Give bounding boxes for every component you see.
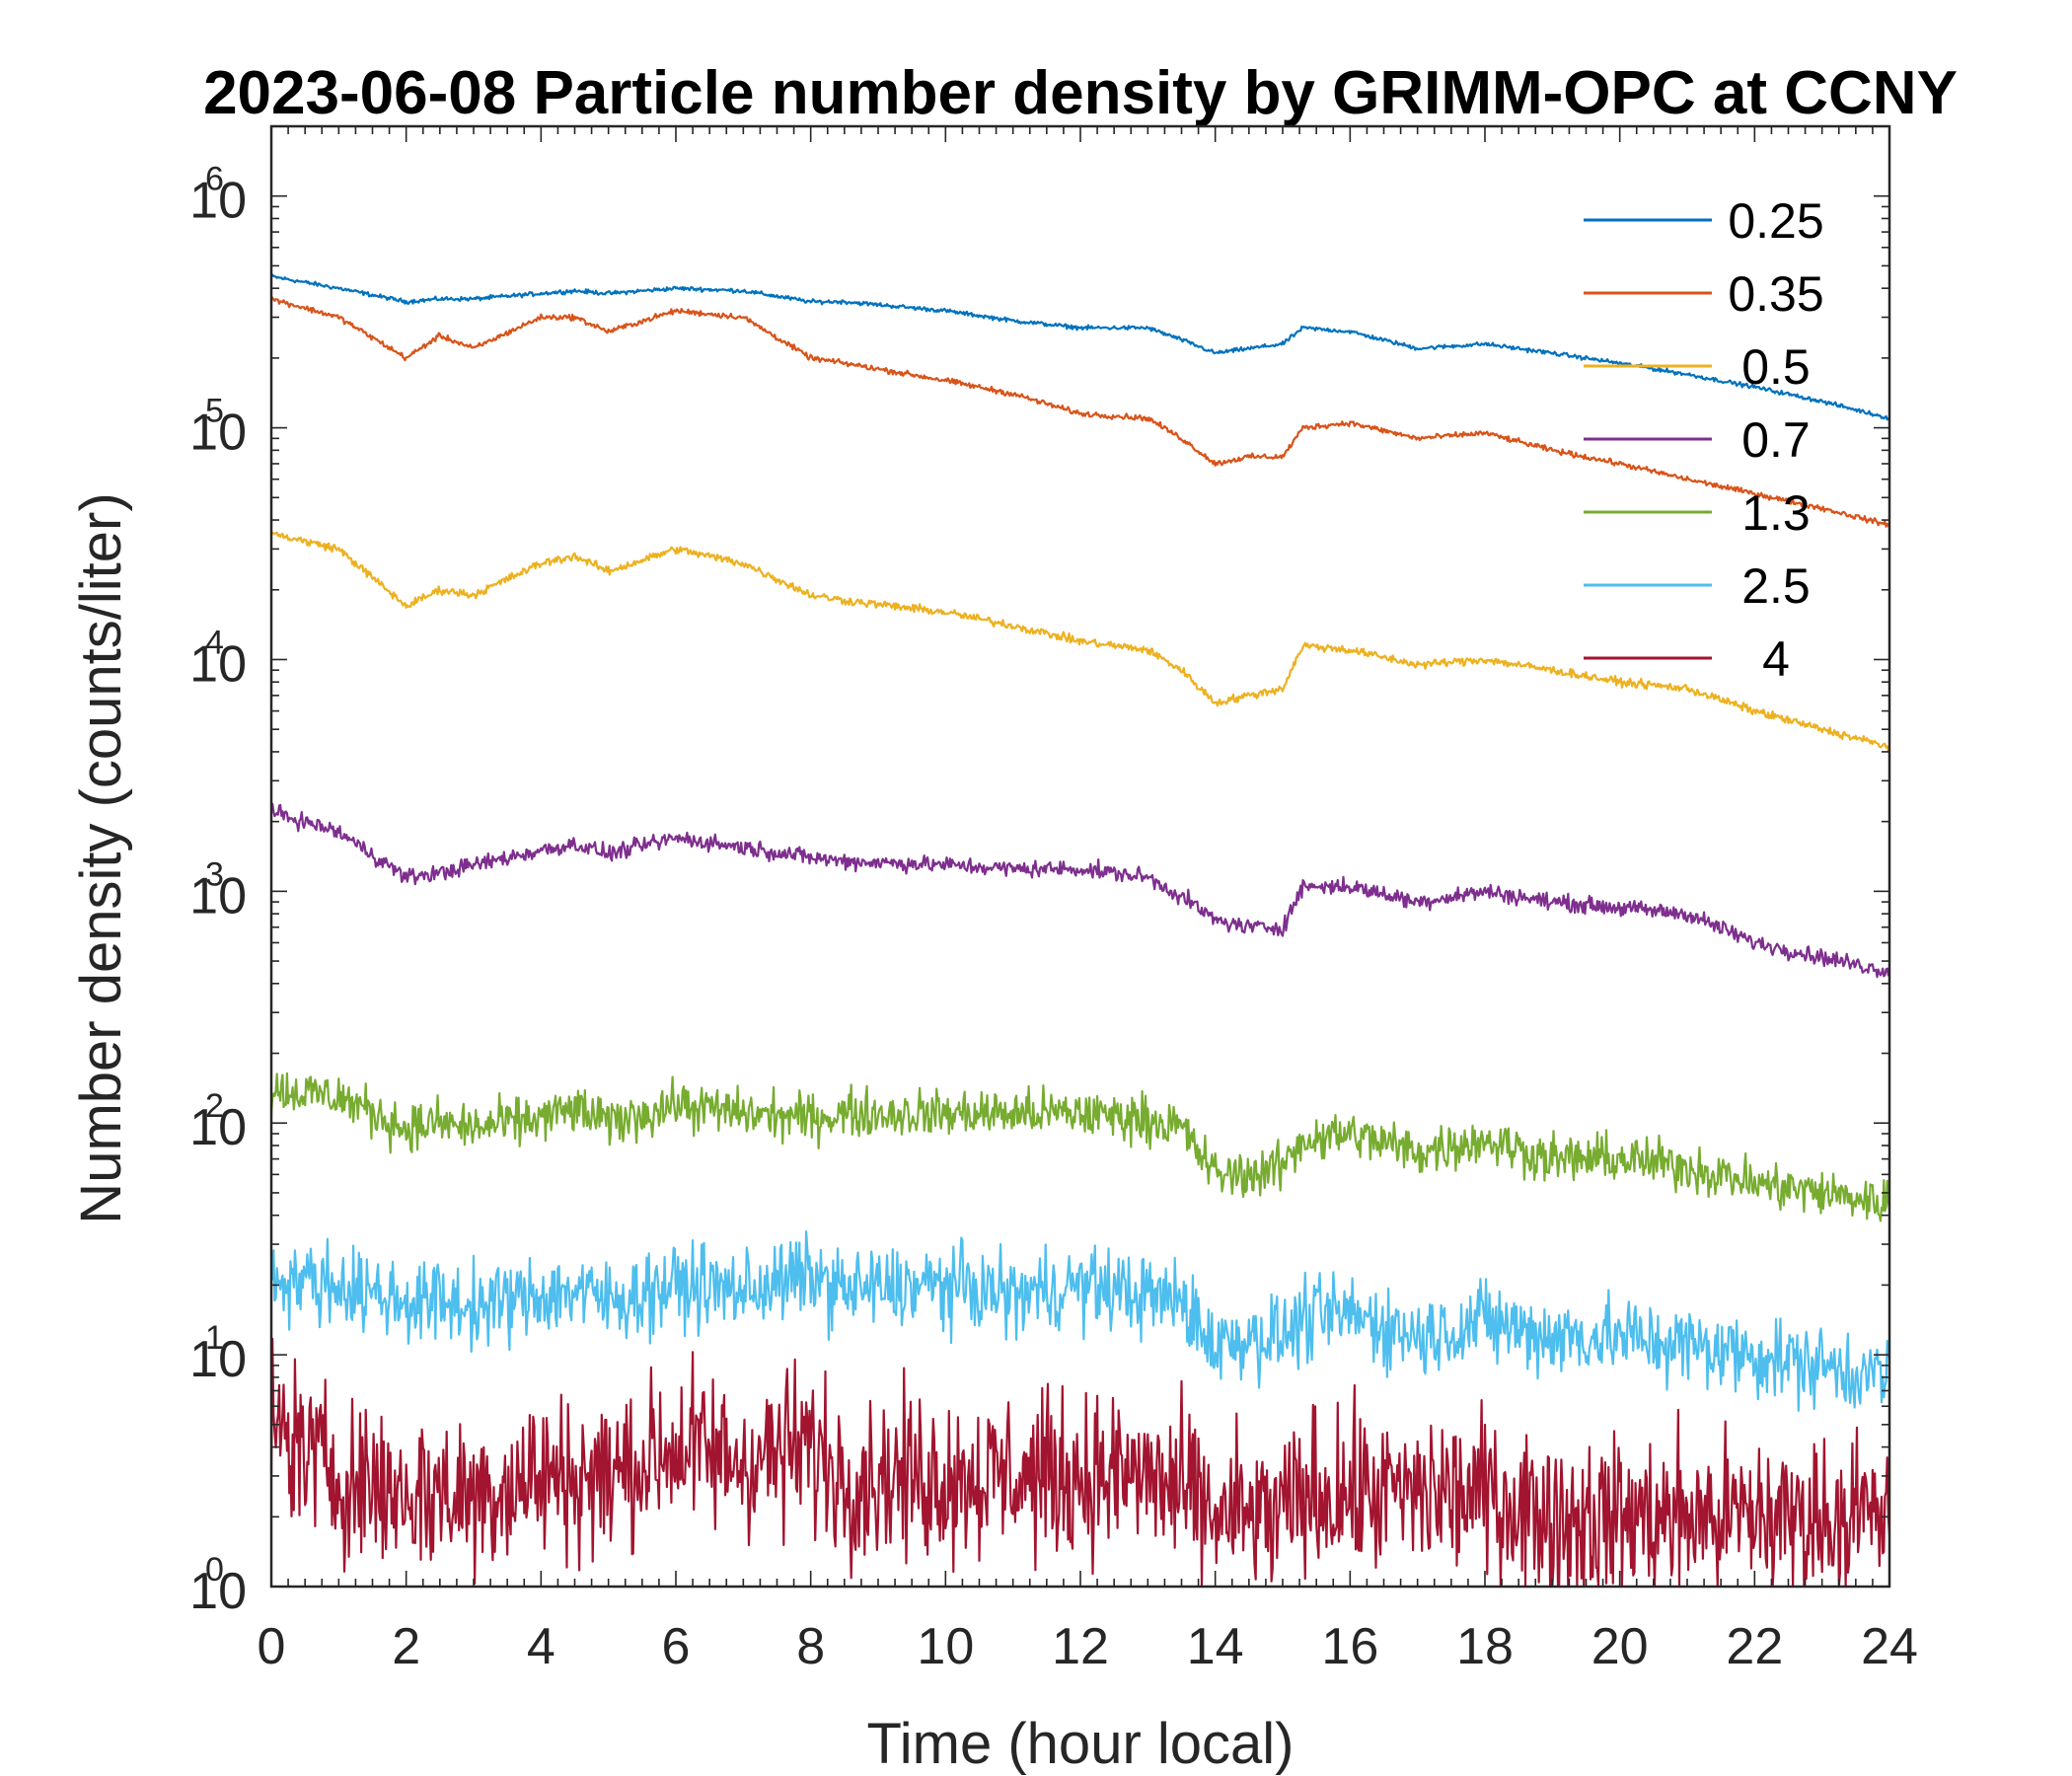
y-tick-exponent: 4 [205, 624, 224, 661]
series-line-0.25 [270, 273, 1889, 421]
x-tick-label: 4 [527, 1618, 555, 1675]
legend-label: 1.3 [1741, 485, 1811, 541]
legend-label: 0.35 [1728, 266, 1823, 322]
x-tick-label: 18 [1456, 1618, 1514, 1675]
axes-layer [269, 124, 1891, 1589]
x-tick-label: 12 [1052, 1618, 1109, 1675]
y-tick-base: 10 [189, 1099, 247, 1156]
y-tick-base: 10 [189, 405, 247, 462]
x-tick-label: 24 [1861, 1618, 1918, 1675]
x-tick-labels: 0 2 4 6 8 10 12 14 16 18 20 22 24 [258, 1618, 1918, 1675]
series-line-2.5 [270, 1230, 1890, 1412]
x-tick-label: 22 [1726, 1618, 1783, 1675]
y-tick-label: 106 [189, 161, 247, 230]
chart-title: 2023-06-08 Particle number density by GR… [203, 59, 1958, 127]
y-tick-label: 105 [189, 393, 247, 462]
x-tick-label: 10 [917, 1618, 974, 1675]
y-tick-base: 10 [189, 1331, 247, 1388]
x-axis-label: Time (hour local) [867, 1712, 1295, 1776]
x-tick-label: 16 [1321, 1618, 1378, 1675]
y-tick-label: 100 [189, 1551, 247, 1620]
y-tick-exponent: 6 [205, 161, 224, 198]
legend-item: 0.5 [1584, 339, 1811, 395]
legend: 0.25 0.35 0.5 0.7 1.3 2.5 4 [1584, 193, 1824, 687]
legend-item: 0.35 [1584, 266, 1824, 322]
series-line-0.35 [270, 296, 1891, 529]
legend-label: 0.5 [1741, 339, 1811, 395]
y-axis-label: Number density (counts/liter) [69, 492, 133, 1223]
x-tick-label: 8 [796, 1618, 825, 1675]
y-tick-label: 101 [189, 1319, 247, 1388]
y-tick-exponent: 2 [205, 1087, 224, 1125]
x-tick-label: 14 [1187, 1618, 1244, 1675]
legend-label: 0.7 [1741, 412, 1811, 468]
y-tick-label: 104 [189, 624, 247, 693]
y-tick-exponent: 0 [205, 1551, 224, 1589]
series-line-0.7 [270, 802, 1891, 979]
x-tick-label: 20 [1591, 1618, 1649, 1675]
x-tick-label: 6 [662, 1618, 691, 1675]
y-tick-base: 10 [189, 1563, 247, 1620]
series-line-4 [269, 1337, 1891, 1589]
y-tick-exponent: 1 [205, 1319, 224, 1357]
y-tick-label: 103 [189, 855, 247, 925]
legend-item: 2.5 [1584, 558, 1811, 614]
series-layer [269, 273, 1891, 1589]
series-line-0.5 [270, 531, 1890, 753]
y-tick-label: 102 [189, 1087, 247, 1156]
y-tick-exponent: 5 [205, 393, 224, 430]
legend-label: 4 [1762, 631, 1790, 687]
legend-item: 4 [1584, 631, 1790, 687]
legend-label: 0.25 [1728, 193, 1823, 249]
legend-label: 2.5 [1741, 558, 1811, 614]
legend-item: 0.7 [1584, 412, 1811, 468]
x-tick-label: 2 [392, 1618, 420, 1675]
y-tick-base: 10 [189, 635, 247, 693]
series-line-1.3 [269, 1072, 1891, 1222]
legend-item: 1.3 [1584, 485, 1811, 541]
y-tick-exponent: 3 [205, 855, 224, 893]
legend-item: 0.25 [1584, 193, 1824, 249]
x-tick-label: 0 [258, 1618, 286, 1675]
y-tick-base: 10 [189, 173, 247, 230]
y-tick-base: 10 [189, 867, 247, 925]
